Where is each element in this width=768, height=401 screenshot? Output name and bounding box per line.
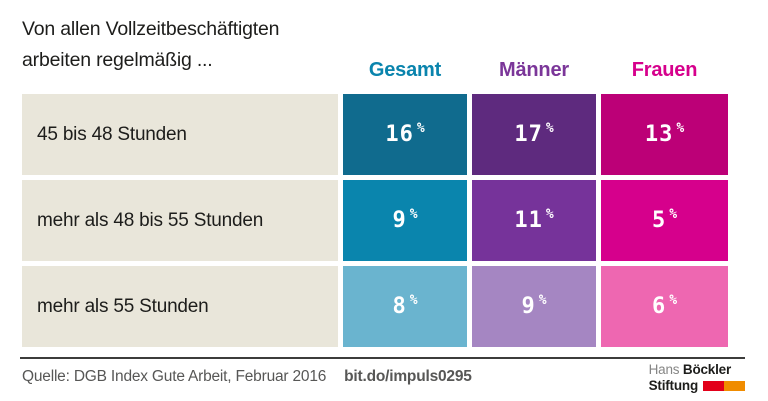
logo-name-thin: Hans [648, 362, 680, 377]
value-cell-gesamt-45-48: 16% [343, 94, 467, 175]
logo-name-bold: Böckler [682, 362, 732, 377]
value-number: 6 [651, 294, 667, 319]
value-number: 16 [385, 122, 414, 147]
value-number: 13 [644, 122, 674, 147]
column-header-gesamt: Gesamt [368, 59, 442, 81]
percent-sign: % [676, 121, 685, 136]
value-cell-gesamt-48-55: 9% [343, 180, 467, 261]
percent-sign: % [545, 207, 554, 222]
source-text: Quelle: DGB Index Gute Arbeit, Februar 2… [22, 368, 327, 385]
percent-sign: % [669, 293, 678, 308]
value-number: 17 [514, 122, 543, 147]
page-title-line2: arbeiten regelmäßig ... [22, 49, 213, 71]
percent-sign: % [409, 293, 418, 308]
data-table: 45 bis 48 Stunden 16% 17% 13% mehr als 4… [22, 94, 728, 347]
footer-source-area: Quelle: DGB Index Gute Arbeit, Februar 2… [22, 368, 472, 386]
value-number: 9 [521, 294, 536, 319]
percent-sign: % [545, 121, 554, 136]
column-header-row: Gesamt Männer Frauen [22, 52, 728, 88]
percent-sign: % [669, 207, 678, 222]
column-header-maenner: Männer [499, 59, 569, 81]
impuls-link[interactable]: bit.do/impuls0295 [344, 368, 472, 385]
percent-sign: % [416, 121, 425, 136]
percent-sign: % [409, 207, 418, 222]
value-cell-maenner-45-48: 17% [472, 94, 596, 175]
hans-boeckler-stiftung-logo: Hans Böckler Stiftung [649, 362, 745, 394]
logo-bar-orange [724, 381, 745, 391]
row-label-55: mehr als 55 Stunden [22, 266, 338, 347]
value-cell-frauen-48-55: 5% [601, 180, 728, 261]
value-cell-maenner-48-55: 11% [472, 180, 596, 261]
value-cell-frauen-55: 6% [601, 266, 728, 347]
value-cell-maenner-55: 9% [472, 266, 596, 347]
percent-sign: % [538, 293, 547, 308]
value-cell-gesamt-55: 8% [343, 266, 467, 347]
value-number: 9 [392, 208, 407, 233]
value-cell-frauen-45-48: 13% [601, 94, 728, 175]
page-title: Von allen Vollzeitbeschäftigten arbeiten… [22, 14, 279, 76]
logo-line2: Stiftung [649, 378, 745, 394]
value-number: 5 [651, 208, 667, 233]
value-number: 8 [392, 294, 407, 319]
logo-line1: Hans Böckler [649, 362, 745, 378]
logo-color-bar-icon [703, 381, 745, 391]
logo-stiftung: Stiftung [648, 378, 699, 393]
column-header-frauen: Frauen [631, 59, 698, 81]
page-title-line1: Von allen Vollzeitbeschäftigten [22, 18, 280, 40]
row-label-48-55: mehr als 48 bis 55 Stunden [22, 180, 338, 261]
value-number: 11 [514, 208, 543, 233]
footer-divider [20, 357, 745, 359]
logo-bar-red [703, 381, 724, 391]
row-label-45-48: 45 bis 48 Stunden [22, 94, 338, 175]
